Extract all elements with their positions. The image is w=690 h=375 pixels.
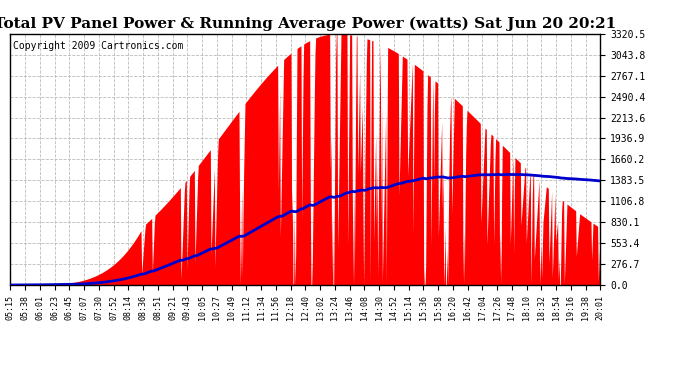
Text: Copyright 2009 Cartronics.com: Copyright 2009 Cartronics.com xyxy=(13,41,184,51)
Title: Total PV Panel Power & Running Average Power (watts) Sat Jun 20 20:21: Total PV Panel Power & Running Average P… xyxy=(0,17,616,31)
